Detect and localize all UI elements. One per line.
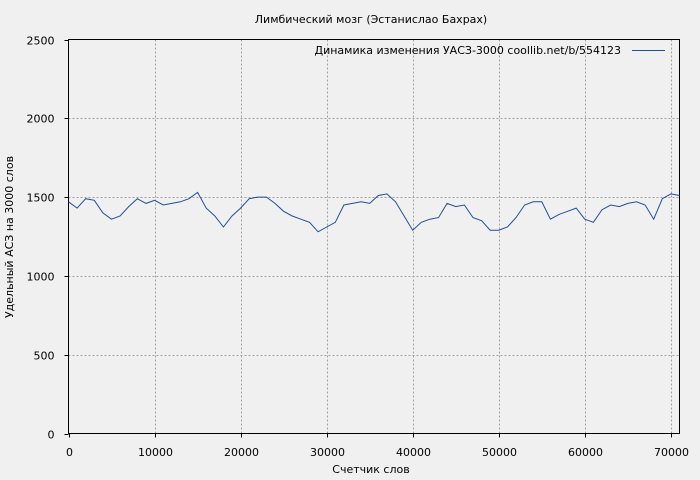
legend-label: Динамика изменения УАСЗ-3000 coollib.net…: [315, 44, 622, 57]
plot-frame: [68, 39, 680, 434]
x-tick-label: 20000: [224, 446, 259, 459]
y-tick-label: 0: [48, 429, 55, 442]
axis-ticks: 0 10000 20000 30000 40000 50000 60000 70000 0 500…: [27, 35, 690, 460]
x-tick-label: 0: [66, 446, 73, 459]
x-tick-label: 70000: [654, 446, 689, 459]
y-tick-label: 1500: [27, 192, 55, 205]
grid: [68, 39, 680, 434]
x-tick-label: 60000: [568, 446, 603, 459]
series-line: [68, 191, 680, 233]
series-layer: [68, 191, 680, 233]
y-tick-label: 500: [34, 350, 55, 363]
chart-title: Лимбический мозг (Эстанислао Бахрах): [255, 13, 487, 26]
y-tick-label: 1000: [27, 271, 55, 284]
x-tick-label: 40000: [396, 446, 431, 459]
y-tick-label: 2000: [27, 113, 55, 126]
x-tick-label: 30000: [310, 446, 345, 459]
x-tick-label: 10000: [138, 446, 173, 459]
x-axis-label: Счетчик слов: [332, 463, 409, 476]
legend: Динамика изменения УАСЗ-3000 coollib.net…: [315, 44, 665, 57]
y-axis-label: Удельный АСЗ на 3000 слов: [3, 156, 16, 318]
y-tick-label: 2500: [27, 35, 55, 48]
x-tick-label: 50000: [482, 446, 517, 459]
